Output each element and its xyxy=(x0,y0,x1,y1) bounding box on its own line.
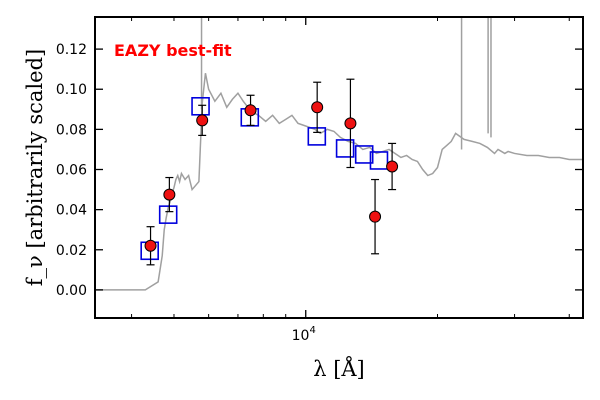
observed-point xyxy=(163,188,176,201)
label-layer: 0.00 0.02 0.04 0.06 0.08 0.10 0.12 104 EAZY best… xyxy=(23,41,365,381)
plot-frame xyxy=(94,16,584,319)
y-tick-label: 0.04 xyxy=(56,203,87,219)
y-tick-label: 0.10 xyxy=(56,82,87,98)
observed-point xyxy=(196,114,209,127)
model-point xyxy=(369,151,389,170)
observed-point xyxy=(144,239,157,252)
observed-point xyxy=(369,210,382,223)
observed-point xyxy=(311,101,324,114)
sed-curve xyxy=(95,73,583,291)
plot-layer xyxy=(95,17,583,291)
y-tick-label: 0.08 xyxy=(56,122,87,138)
model-point xyxy=(354,145,374,164)
y-tick-label: 0.00 xyxy=(56,283,87,299)
model-point xyxy=(158,205,178,224)
axes-layer xyxy=(94,16,584,319)
observed-point xyxy=(244,104,257,117)
plot-content xyxy=(95,17,583,291)
x-tick-label-base: 10 xyxy=(292,328,310,344)
x-tick-label-exponent: 4 xyxy=(309,325,315,336)
model-point xyxy=(335,139,355,158)
y-tick-label: 0.06 xyxy=(56,163,87,179)
observed-point xyxy=(386,160,399,173)
model-point xyxy=(191,96,210,116)
y-tick-label: 0.12 xyxy=(56,42,87,58)
annotation-label: EAZY best-fit xyxy=(114,41,232,60)
x-axis-title: λ [Å] xyxy=(313,356,365,381)
x-tick-label: 104 xyxy=(292,325,316,344)
observed-point xyxy=(344,117,357,130)
y-tick-label: 0.02 xyxy=(56,243,87,259)
y-axis-title: f_ν [arbitrarily scaled] xyxy=(23,49,47,286)
